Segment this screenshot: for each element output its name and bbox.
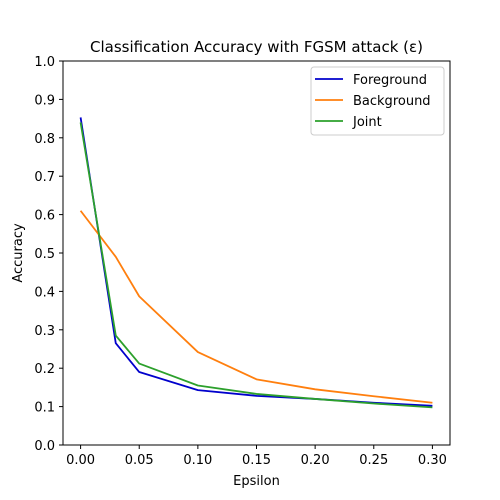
y-tick-label: 0.2 <box>34 362 55 377</box>
legend-label-foreground: Foreground <box>353 73 427 88</box>
x-tick-label: 0.05 <box>125 453 154 468</box>
x-axis-label: Epsilon <box>233 474 280 489</box>
chart-title: Classification Accuracy with FGSM attack… <box>90 38 423 56</box>
x-tick-label: 0.15 <box>242 453 271 468</box>
y-tick-label: 0.9 <box>34 93 55 108</box>
y-tick-label: 0.4 <box>34 285 55 300</box>
legend-label-background: Background <box>353 94 431 109</box>
y-tick-label: 0.5 <box>34 247 55 262</box>
legend-label-joint: Joint <box>352 115 382 130</box>
x-tick-label: 0.00 <box>66 453 95 468</box>
y-axis-label: Accuracy <box>11 223 26 283</box>
legend-box <box>310 66 445 136</box>
y-tick-label: 0.7 <box>34 170 55 185</box>
x-tick-label: 0.10 <box>183 453 212 468</box>
series-line-background <box>79 210 433 404</box>
y-tick-label: 0.6 <box>34 209 55 224</box>
y-tick-label: 0.0 <box>34 439 55 454</box>
x-tick-label: 0.30 <box>418 453 447 468</box>
y-tick-label: 1.0 <box>34 55 55 70</box>
series-line-foreground <box>79 117 433 407</box>
y-tick-label: 0.8 <box>34 132 55 147</box>
x-tick-label: 0.25 <box>359 453 388 468</box>
y-tick-label: 0.1 <box>34 401 55 416</box>
x-tick-label: 0.20 <box>301 453 330 468</box>
y-tick-label: 0.3 <box>34 324 55 339</box>
series-line-joint <box>79 122 433 409</box>
